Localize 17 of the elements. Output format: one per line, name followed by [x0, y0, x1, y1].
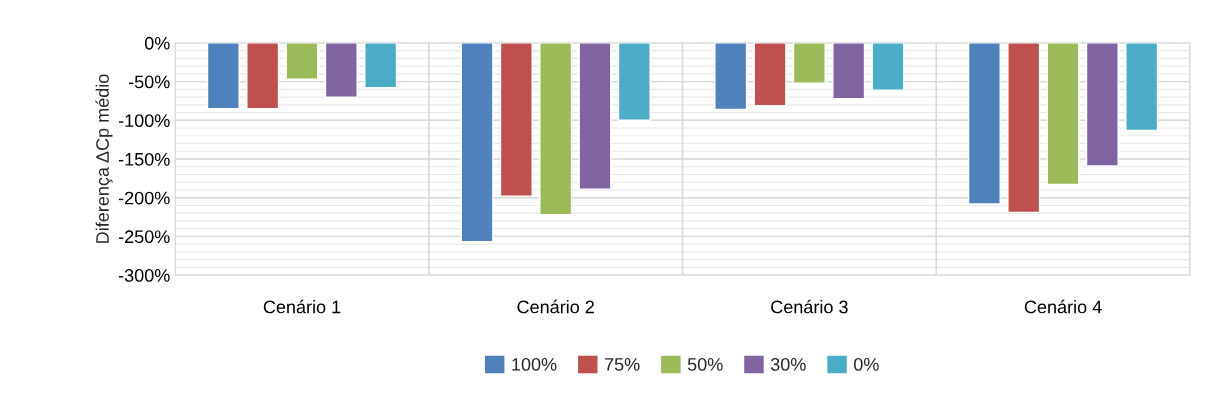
y-tick-label: -300%: [118, 269, 170, 282]
y-tick-label: -200%: [118, 191, 170, 205]
legend-label: 30%: [770, 358, 806, 371]
x-tick-label: Cenário 3: [771, 299, 848, 314]
legend-label: 75%: [604, 358, 640, 371]
y-axis-title: Diferença ΔCp médio: [95, 74, 113, 243]
legend-label: 0%: [854, 358, 879, 371]
y-tick-label: -50%: [128, 75, 170, 89]
legend-label: 100%: [512, 358, 557, 371]
y-tick-label: -100%: [118, 114, 170, 128]
x-tick-label: Cenário 2: [517, 299, 594, 314]
y-tick-label: -150%: [118, 152, 170, 166]
x-tick-label: Cenário 1: [263, 299, 341, 314]
y-tick-label: -250%: [118, 230, 170, 244]
legend-label: 50%: [687, 358, 723, 371]
x-tick-label: Cenário 4: [1024, 299, 1102, 314]
y-tick-label: 0%: [144, 36, 170, 50]
